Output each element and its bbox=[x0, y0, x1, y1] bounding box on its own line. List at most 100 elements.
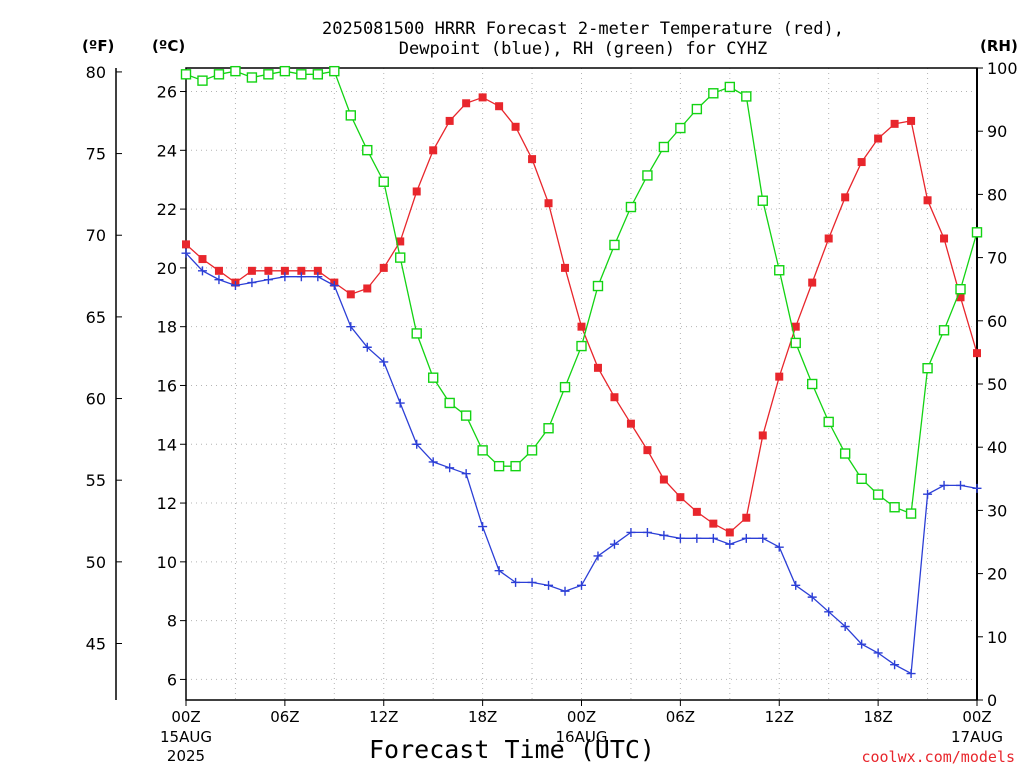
x-tick-label: 12Z bbox=[765, 708, 794, 726]
dewpoint-data-point bbox=[626, 527, 636, 537]
chart-title-line-1: 2025081500 HRRR Forecast 2-meter Tempera… bbox=[322, 19, 844, 39]
x-tick-label: 18Z bbox=[863, 708, 892, 726]
rh-data-point bbox=[312, 69, 324, 80]
rh-data-point bbox=[576, 340, 587, 352]
temperature-data-point bbox=[396, 237, 405, 246]
dewpoint-data-point bbox=[494, 566, 504, 576]
dewpoint-data-point bbox=[428, 457, 438, 467]
x-tick-label: 00Z bbox=[171, 708, 200, 726]
rh-data-point bbox=[774, 265, 785, 276]
rh-data-point bbox=[675, 122, 686, 134]
rh-data-point bbox=[839, 448, 851, 459]
rh-data-point bbox=[856, 473, 867, 484]
fahrenheit-tick-label: 70 bbox=[86, 226, 106, 245]
temperature-data-point bbox=[198, 255, 207, 264]
dewpoint-data-point bbox=[923, 489, 933, 499]
x-tick-label: 00Z bbox=[962, 708, 991, 726]
y-axis-fahrenheit-label: (ºF) bbox=[82, 37, 114, 55]
temperature-data-point bbox=[808, 278, 817, 287]
rh-tick-label: 100 bbox=[987, 59, 1018, 78]
x-tick-date-label: 16AUG bbox=[556, 728, 608, 746]
rh-data-point bbox=[724, 81, 736, 93]
fahrenheit-tick-label: 75 bbox=[86, 145, 106, 164]
rh-data-point bbox=[609, 239, 620, 251]
credit-text: coolwx.com/models bbox=[861, 748, 1015, 766]
dewpoint-data-point bbox=[972, 483, 982, 493]
temperature-data-point bbox=[280, 266, 289, 275]
x-axis-label: Forecast Time (UTC) bbox=[369, 735, 655, 764]
temperature-data-point bbox=[857, 158, 866, 167]
temperature-data-point bbox=[775, 372, 784, 381]
rh-data-point bbox=[625, 201, 637, 213]
rh-data-point bbox=[658, 141, 670, 153]
rh-data-point bbox=[741, 91, 752, 102]
rh-tick-label: 40 bbox=[987, 438, 1007, 457]
rh-data-point bbox=[905, 508, 917, 519]
rh-data-point bbox=[395, 252, 406, 263]
dewpoint-data-point bbox=[857, 639, 867, 649]
rh-data-point bbox=[559, 381, 571, 393]
celsius-tick-label: 26 bbox=[157, 83, 177, 102]
rh-data-point bbox=[296, 69, 307, 80]
temperature-data-point bbox=[676, 493, 685, 502]
dewpoint-data-point bbox=[659, 530, 669, 540]
x-tick-label: 18Z bbox=[468, 708, 497, 726]
dewpoint-data-point bbox=[791, 580, 801, 590]
x-tick-label: 12Z bbox=[369, 708, 398, 726]
fahrenheit-tick-label: 65 bbox=[86, 308, 106, 327]
temperature-data-point bbox=[890, 119, 899, 128]
rh-tick-label: 20 bbox=[987, 565, 1007, 584]
fahrenheit-tick-label: 60 bbox=[86, 390, 106, 409]
dewpoint-data-point bbox=[725, 539, 735, 549]
celsius-tick-label: 18 bbox=[157, 318, 177, 337]
rh-data-point bbox=[592, 280, 604, 292]
rh-data-point bbox=[823, 416, 834, 428]
temperature-data-point bbox=[412, 187, 421, 196]
x-tick-date-label: 15AUG bbox=[160, 728, 212, 746]
celsius-tick-label: 16 bbox=[157, 376, 177, 395]
dewpoint-data-point bbox=[230, 281, 240, 291]
celsius-tick-label: 8 bbox=[167, 612, 177, 631]
dewpoint-data-point bbox=[214, 275, 224, 285]
rh-data-point bbox=[922, 363, 933, 374]
temperature-data-point bbox=[742, 513, 751, 522]
rh-data-point bbox=[246, 72, 258, 83]
rh-data-point bbox=[955, 284, 966, 295]
rh-data-point bbox=[230, 65, 241, 77]
dewpoint-data-point bbox=[313, 272, 323, 282]
rh-tick-label: 80 bbox=[987, 185, 1007, 204]
temperature-data-point bbox=[379, 263, 388, 272]
x-tick-date-label: 17AUG bbox=[951, 728, 1003, 746]
dewpoint-data-point bbox=[461, 469, 471, 479]
dewpoint-data-point bbox=[346, 322, 356, 332]
dewpoint-data-point bbox=[412, 439, 422, 449]
celsius-tick-label: 6 bbox=[167, 670, 177, 689]
dewpoint-data-point bbox=[329, 281, 339, 291]
temperature-data-point bbox=[462, 99, 471, 108]
dewpoint-data-point bbox=[609, 539, 619, 549]
dewpoint-data-point bbox=[527, 577, 537, 587]
temperature-data-point bbox=[610, 393, 619, 402]
temperature-data-point bbox=[478, 93, 487, 102]
y-axis-rh-label: (RH) bbox=[980, 37, 1018, 55]
dewpoint-data-point bbox=[807, 592, 817, 602]
dewpoint-data-point bbox=[511, 577, 521, 587]
temperature-data-point bbox=[692, 507, 701, 516]
temperature-data-point bbox=[445, 116, 454, 125]
temperature-data-point bbox=[824, 234, 833, 243]
rh-tick-label: 60 bbox=[987, 312, 1007, 331]
dewpoint-data-point bbox=[379, 357, 389, 367]
dewpoint-data-point bbox=[197, 266, 207, 276]
temperature-data-point bbox=[791, 322, 800, 331]
rh-data-point bbox=[263, 69, 274, 80]
dewpoint-data-point bbox=[692, 533, 702, 543]
rh-data-point bbox=[197, 75, 208, 86]
rh-data-point bbox=[180, 69, 192, 80]
x-tick-label: 00Z bbox=[567, 708, 596, 726]
temperature-data-point bbox=[923, 196, 932, 205]
dewpoint-data-point bbox=[956, 480, 966, 490]
dewpoint-data-point bbox=[774, 542, 784, 552]
dewpoint-data-point bbox=[840, 622, 850, 632]
rh-tick-label: 50 bbox=[987, 375, 1007, 394]
dewpoint-data-point bbox=[593, 551, 603, 561]
